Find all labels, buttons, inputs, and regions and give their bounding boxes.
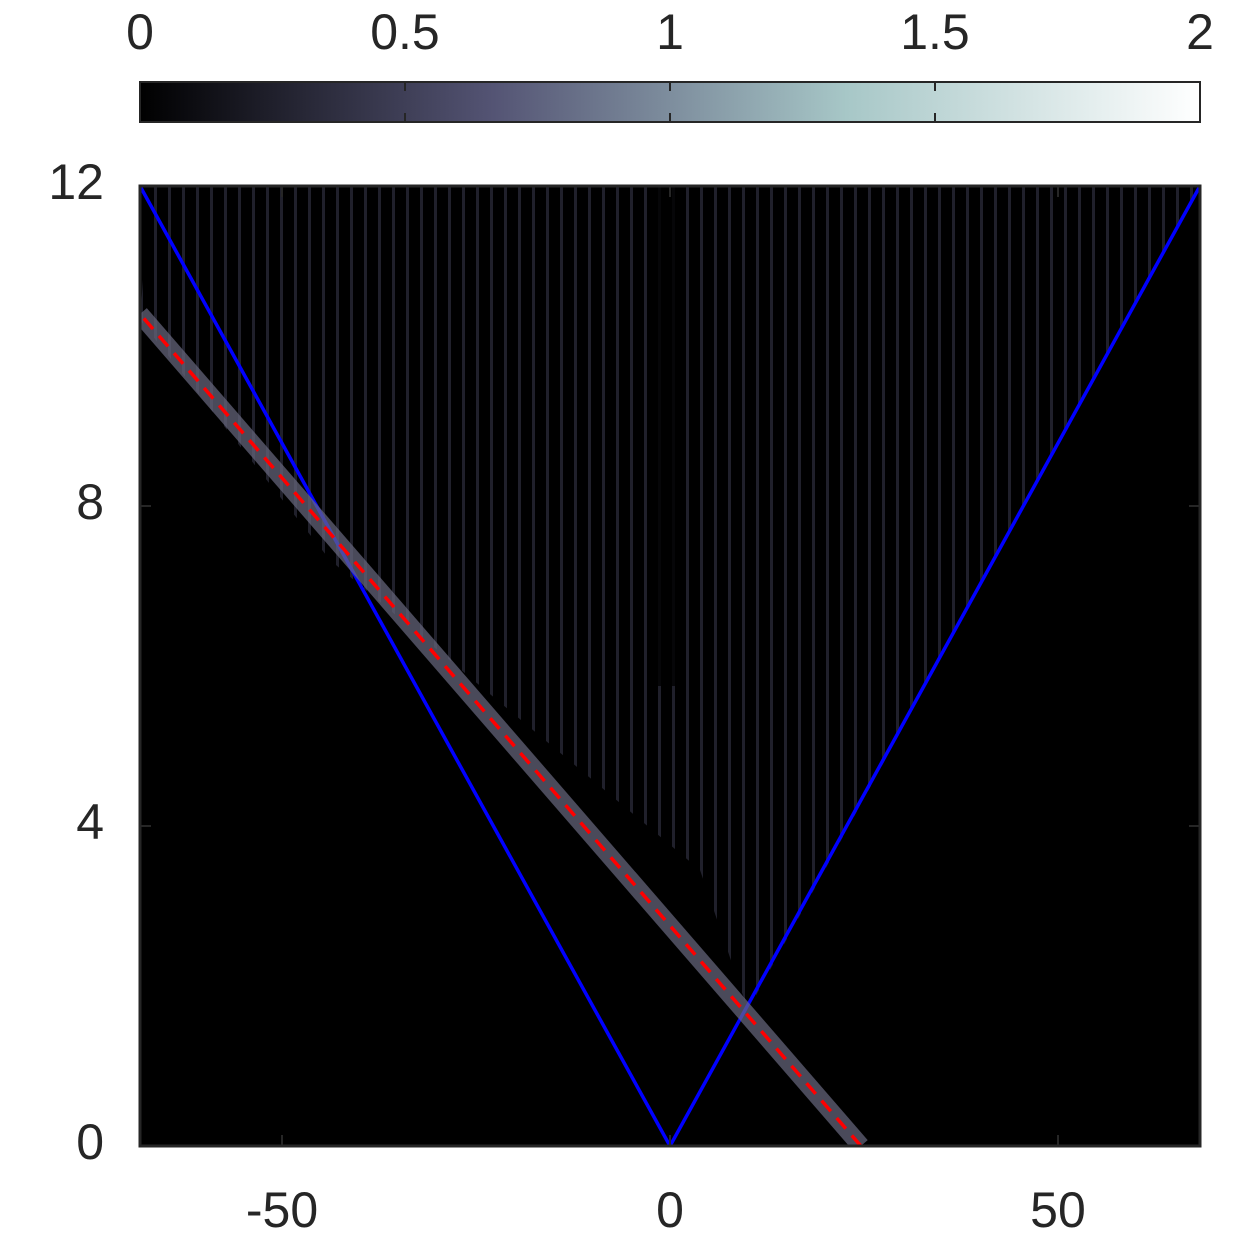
colorbar-tick-label: 0 bbox=[126, 4, 154, 60]
fan-center-gap bbox=[655, 186, 685, 686]
y-tick-label: 0 bbox=[76, 1114, 104, 1170]
y-tick-label: 4 bbox=[76, 794, 104, 850]
colorbar-tick-label: 2 bbox=[1186, 4, 1214, 60]
colorbar-tick-label: 0.5 bbox=[370, 4, 440, 60]
y-tick-label: 8 bbox=[76, 474, 104, 530]
x-tick-label: 0 bbox=[656, 1182, 684, 1238]
x-tick-label: -50 bbox=[246, 1182, 318, 1238]
colorbar-tick-label: 1 bbox=[656, 4, 684, 60]
soliton-glow bbox=[140, 308, 868, 1146]
colorbar-tick-label: 1.5 bbox=[900, 4, 970, 60]
y-tick-label: 12 bbox=[48, 154, 104, 210]
x-tick-label: 50 bbox=[1030, 1182, 1086, 1238]
